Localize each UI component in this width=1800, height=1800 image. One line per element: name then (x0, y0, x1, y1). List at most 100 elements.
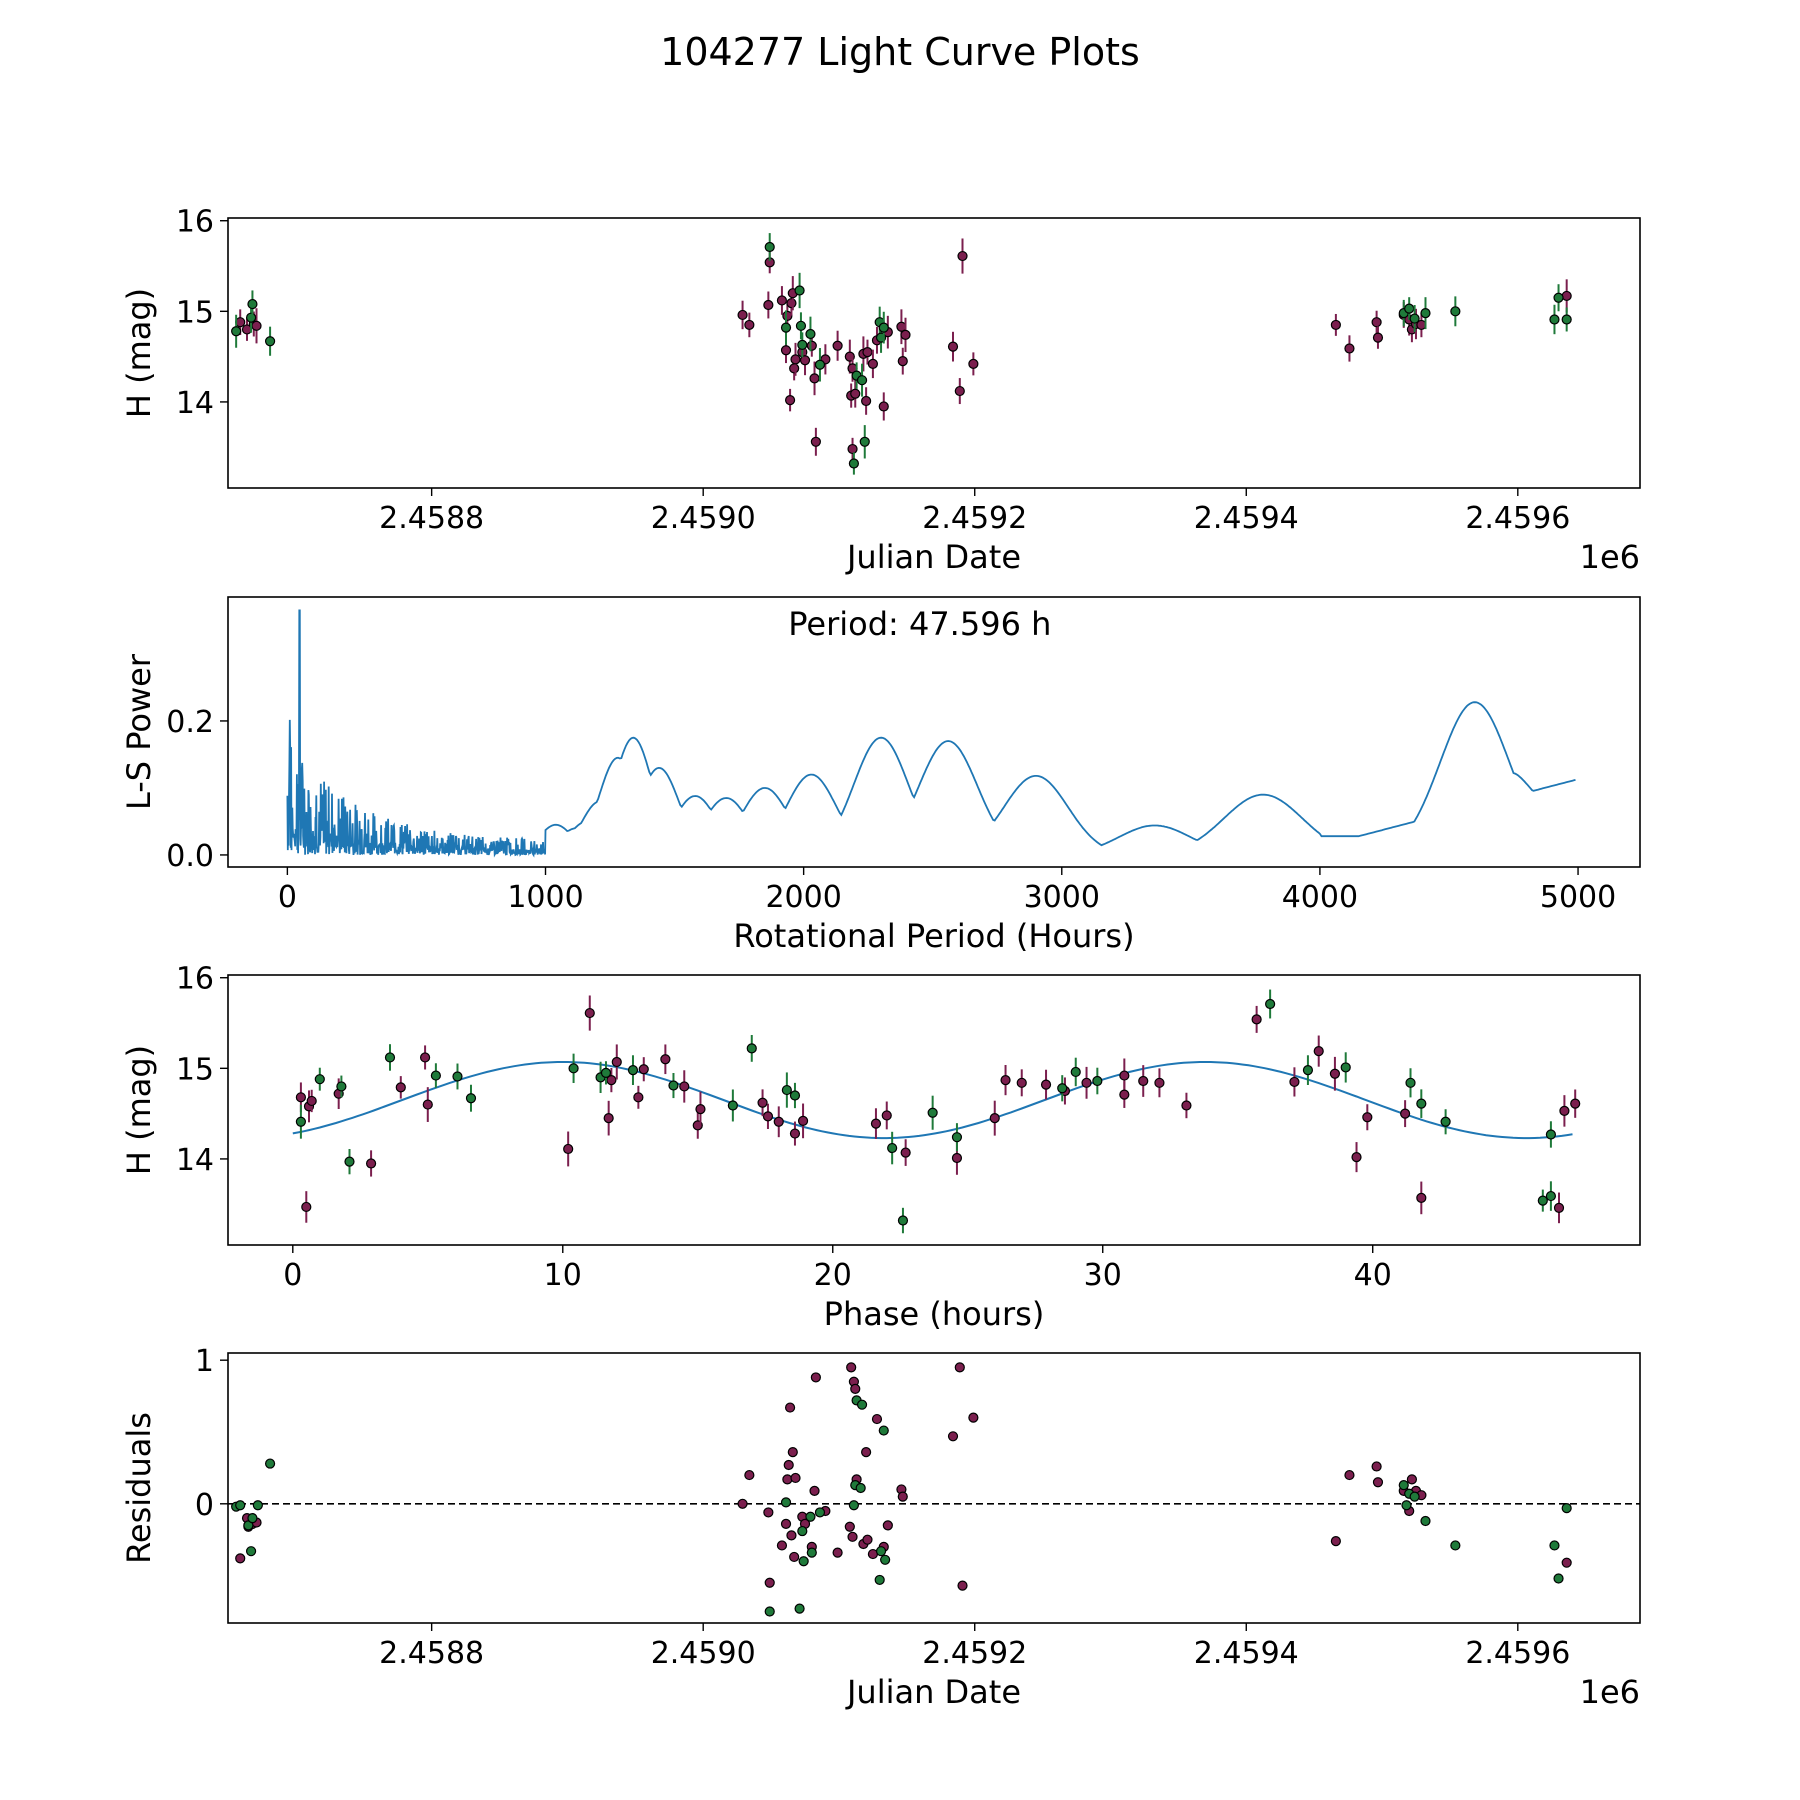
x-tick-label: 3000 (1024, 880, 1100, 915)
data-point-green (247, 298, 258, 310)
data-point-red (773, 1116, 784, 1127)
data-point-red (365, 1158, 377, 1169)
data-point-red (861, 1446, 872, 1458)
data-point-red (784, 395, 796, 406)
data-point-green (1450, 306, 1461, 317)
data-point-green (264, 336, 276, 347)
data-point-red (563, 1143, 574, 1155)
data-point-green (568, 1063, 579, 1074)
data-point-red (954, 1362, 965, 1373)
data-point-green (1549, 1540, 1560, 1551)
data-point-red (1561, 290, 1572, 302)
data-point-green (264, 1458, 276, 1469)
data-point-red (603, 1113, 614, 1124)
data-point-red (757, 1097, 768, 1108)
data-point-red (1362, 1112, 1373, 1123)
data-point-green (1340, 1062, 1351, 1073)
data-point-green (875, 1546, 887, 1557)
data-point-red (790, 354, 801, 365)
data-point-red (878, 401, 889, 412)
data-point-red (1330, 1536, 1341, 1547)
data-point-green (344, 1156, 355, 1167)
periodogram-line (286, 609, 1576, 858)
x-tick-label: 10 (544, 1258, 582, 1293)
data-point-red (881, 1110, 892, 1121)
data-point-red (1329, 1068, 1341, 1079)
y-tick-label: 1 (195, 1344, 214, 1379)
data-point-red (1016, 1077, 1027, 1088)
data-point-red (862, 1534, 873, 1545)
x-axis-label: Phase (hours) (824, 1295, 1045, 1333)
data-point-red (419, 1052, 431, 1063)
x-tick-label: 30 (1084, 1258, 1122, 1293)
data-point-green (336, 1081, 347, 1092)
data-point-red (638, 1064, 649, 1075)
data-point-green (1401, 1500, 1412, 1511)
panel-residuals: 2.4588 2.4590 2.4592 2.4594 2.4596 0 1 Julian D… (120, 1344, 1641, 1711)
data-point-red (871, 1413, 883, 1425)
x-tick-label: 2.4592 (922, 501, 1027, 536)
data-point-red (989, 1113, 1000, 1124)
data-point-red (882, 1520, 893, 1531)
data-point-green (452, 1071, 463, 1082)
data-point-green (1409, 313, 1420, 324)
y-axis-label: Residuals (120, 1412, 158, 1564)
data-point-green (856, 375, 868, 386)
data-point-red (780, 1518, 792, 1530)
data-point-green (295, 1116, 306, 1127)
data-point-green (1092, 1075, 1103, 1087)
data-point-red (776, 1540, 788, 1551)
data-point-red (780, 345, 792, 356)
data-point-red (1553, 1202, 1565, 1213)
plot-area (286, 609, 1576, 858)
data-point-red (782, 1474, 793, 1485)
data-point-red (799, 355, 811, 366)
data-point-red (1251, 1014, 1262, 1025)
data-point-red (776, 295, 788, 306)
period-annotation: Period: 47.596 h (788, 605, 1051, 643)
data-point-red (870, 1118, 882, 1129)
data-point-red (968, 1412, 979, 1423)
data-point-red (847, 1531, 858, 1542)
data-point-red (900, 329, 911, 340)
y-tick-label: 16 (176, 205, 214, 240)
data-point-green (384, 1052, 396, 1063)
data-point-green (878, 1425, 889, 1436)
x-tick-label: 2.4588 (379, 1636, 484, 1671)
data-point-red (1289, 1076, 1300, 1088)
data-point-green (1450, 1540, 1461, 1551)
data-point-green (668, 1080, 679, 1091)
panel-periodogram: 0 1000 2000 3000 4000 5000 0.0 0.2 Rotational Pe… (120, 596, 1641, 955)
data-point-red (744, 1469, 755, 1481)
data-point-green (789, 1090, 801, 1101)
y-axis-label: H (mag) (120, 288, 158, 418)
data-point-red (1406, 1474, 1418, 1485)
data-point-red (295, 1092, 306, 1103)
data-point-red (1371, 1461, 1382, 1472)
data-point-red (301, 1201, 312, 1213)
plot-area (228, 1362, 1640, 1617)
data-point-red (867, 358, 879, 369)
data-point-red (809, 1485, 820, 1496)
data-point-green (1398, 1480, 1409, 1491)
x-tick-label: 2.4588 (379, 501, 484, 536)
data-point-red (1400, 1108, 1411, 1119)
fit-curve (292, 1061, 1573, 1140)
data-point-green (1561, 1503, 1572, 1514)
data-point-green (1440, 1116, 1451, 1127)
data-point-red (235, 1553, 246, 1564)
y-tick-label: 14 (176, 1143, 214, 1178)
data-point-red (900, 1147, 911, 1158)
x-axis-label: Julian Date (845, 1673, 1021, 1711)
data-point-green (314, 1074, 325, 1085)
data-point-red (1138, 1075, 1149, 1087)
data-point-red (957, 250, 968, 262)
data-point-green (855, 1482, 866, 1494)
data-point-red (786, 298, 797, 309)
data-point-red (1000, 1075, 1011, 1086)
data-point-red (584, 1007, 595, 1019)
data-point-green (465, 1093, 477, 1104)
axes-frame (227, 974, 1641, 1246)
data-point-red (789, 1551, 800, 1563)
